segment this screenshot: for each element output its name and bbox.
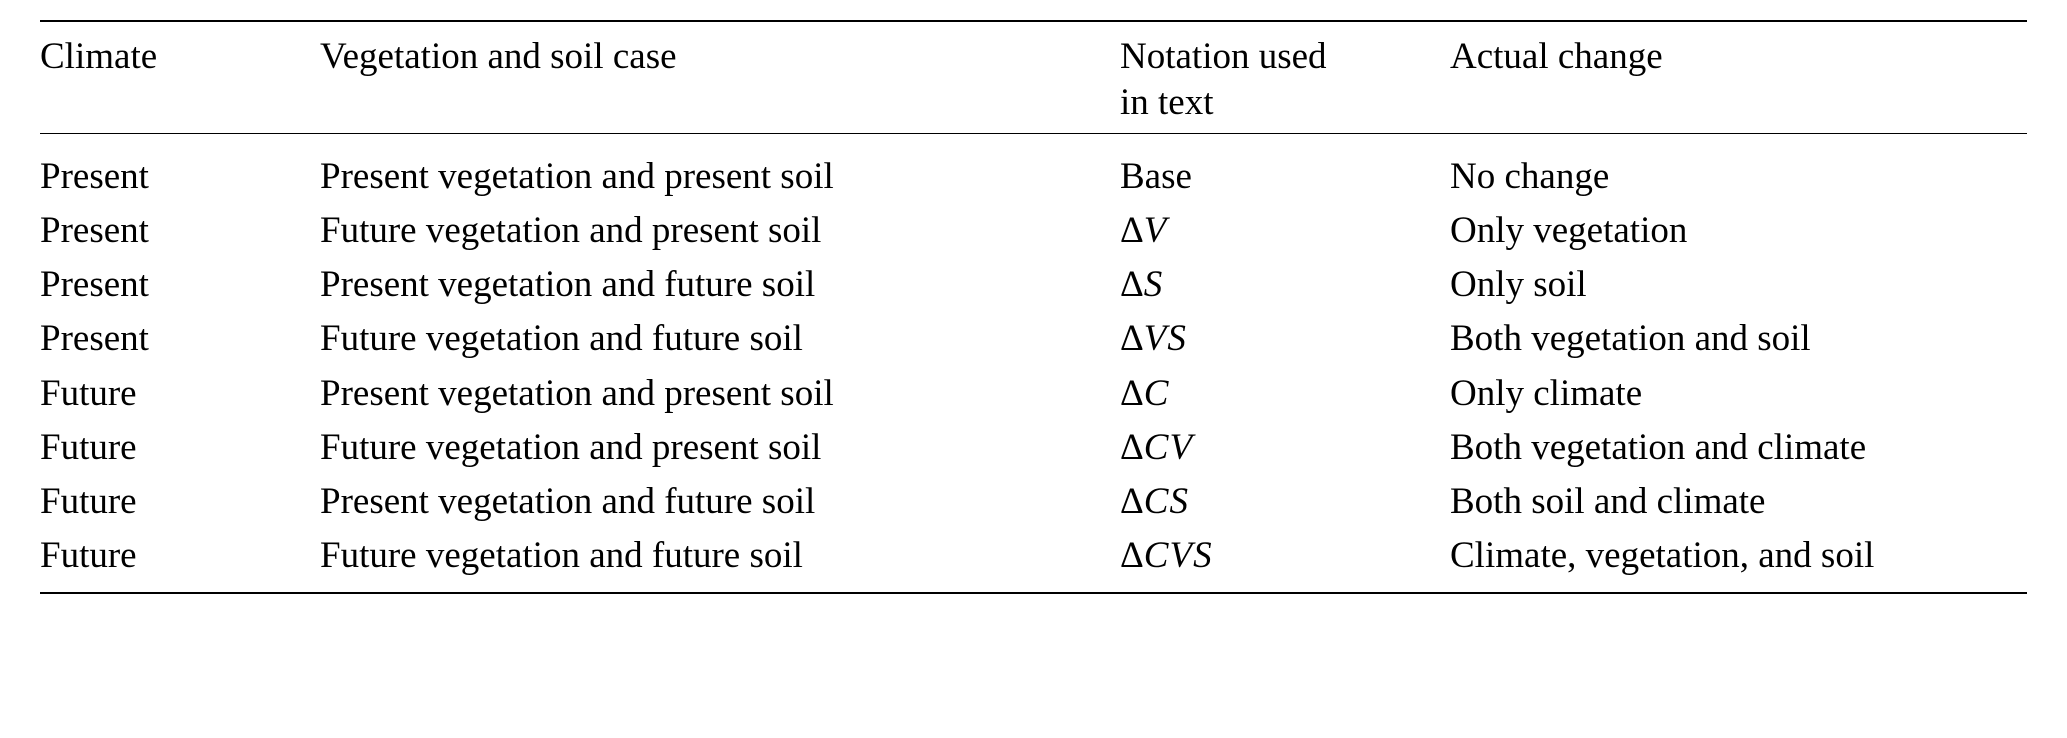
- cell-notation: ΔVS: [1120, 312, 1450, 366]
- delta-icon: Δ: [1120, 210, 1144, 251]
- cell-case: Present vegetation and future soil: [320, 258, 1120, 312]
- delta-icon: Δ: [1120, 427, 1144, 468]
- cell-climate: Future: [40, 421, 320, 475]
- cell-notation: ΔCS: [1120, 475, 1450, 529]
- cell-climate: Present: [40, 133, 320, 204]
- cell-text: Only climate: [1450, 373, 1642, 414]
- table-header-row: Climate Vegetation and soil case Notatio…: [40, 21, 2027, 133]
- cell-text: Climate, vegetation, and soil: [1450, 535, 1874, 576]
- cell-text: Future: [40, 427, 137, 468]
- cell-notation: ΔS: [1120, 258, 1450, 312]
- cell-climate: Future: [40, 475, 320, 529]
- cell-case: Present vegetation and present soil: [320, 133, 1120, 204]
- table-body: Present Present vegetation and present so…: [40, 133, 2027, 593]
- col-header-text: Climate: [40, 36, 157, 77]
- table-row: Present Future vegetation and present soi…: [40, 204, 2027, 258]
- notation-vars: C: [1144, 373, 1170, 414]
- cell-change: Only climate: [1450, 367, 2027, 421]
- cell-case: Future vegetation and future soil: [320, 529, 1120, 592]
- notation-vars: V: [1144, 210, 1168, 251]
- cell-notation: Base: [1120, 133, 1450, 204]
- table-row: Future Future vegetation and present soil…: [40, 421, 2027, 475]
- delta-icon: Δ: [1120, 373, 1144, 414]
- col-header-text: Vegetation and soil case: [320, 36, 677, 77]
- cell-text: Present: [40, 156, 149, 197]
- table-row: Present Future vegetation and future soil…: [40, 312, 2027, 366]
- cell-change: Only vegetation: [1450, 204, 2027, 258]
- cell-text: Present: [40, 264, 149, 305]
- scenarios-table: Climate Vegetation and soil case Notatio…: [40, 20, 2027, 594]
- cell-text: Both soil and climate: [1450, 481, 1765, 522]
- cell-text: No change: [1450, 156, 1609, 197]
- cell-text: Present: [40, 318, 149, 359]
- notation-vars: VS: [1144, 318, 1187, 359]
- col-header-climate: Climate: [40, 21, 320, 133]
- table-row: Present Present vegetation and future soi…: [40, 258, 2027, 312]
- cell-text: Future vegetation and future soil: [320, 318, 803, 359]
- cell-case: Future vegetation and present soil: [320, 421, 1120, 475]
- cell-text: Only vegetation: [1450, 210, 1687, 251]
- notation-vars: S: [1144, 264, 1164, 305]
- cell-change: Both soil and climate: [1450, 475, 2027, 529]
- cell-notation: ΔV: [1120, 204, 1450, 258]
- delta-icon: Δ: [1120, 318, 1144, 359]
- cell-text: Future: [40, 481, 137, 522]
- delta-icon: Δ: [1120, 481, 1144, 522]
- col-header-change: Actual change: [1450, 21, 2027, 133]
- cell-notation: ΔCVS: [1120, 529, 1450, 592]
- cell-text: Both vegetation and climate: [1450, 427, 1866, 468]
- cell-text: Future vegetation and present soil: [320, 427, 821, 468]
- col-header-text: in text: [1120, 82, 1214, 123]
- cell-change: Both vegetation and soil: [1450, 312, 2027, 366]
- notation-vars: CS: [1144, 481, 1189, 522]
- col-header-text: Actual change: [1450, 36, 1663, 77]
- cell-case: Future vegetation and future soil: [320, 312, 1120, 366]
- notation-vars: CVS: [1144, 535, 1213, 576]
- cell-change: No change: [1450, 133, 2027, 204]
- cell-notation: ΔCV: [1120, 421, 1450, 475]
- delta-icon: Δ: [1120, 535, 1144, 576]
- table-row: Future Present vegetation and future soil…: [40, 475, 2027, 529]
- cell-text: Future vegetation and present soil: [320, 210, 821, 251]
- cell-text: Present: [40, 210, 149, 251]
- col-header-notation: Notation used in text: [1120, 21, 1450, 133]
- cell-climate: Present: [40, 258, 320, 312]
- cell-text: Future: [40, 535, 137, 576]
- table-row: Future Future vegetation and future soil Δ…: [40, 529, 2027, 592]
- cell-change: Both vegetation and climate: [1450, 421, 2027, 475]
- cell-text: Present vegetation and future soil: [320, 264, 815, 305]
- cell-climate: Present: [40, 204, 320, 258]
- cell-text: Only soil: [1450, 264, 1587, 305]
- cell-text: Future: [40, 373, 137, 414]
- cell-text: Future vegetation and future soil: [320, 535, 803, 576]
- cell-text: Present vegetation and present soil: [320, 156, 834, 197]
- delta-icon: Δ: [1120, 264, 1144, 305]
- cell-change: Climate, vegetation, and soil: [1450, 529, 2027, 592]
- col-header-case: Vegetation and soil case: [320, 21, 1120, 133]
- cell-case: Present vegetation and future soil: [320, 475, 1120, 529]
- table-row: Future Present vegetation and present soi…: [40, 367, 2027, 421]
- cell-text: Present vegetation and future soil: [320, 481, 815, 522]
- cell-case: Present vegetation and present soil: [320, 367, 1120, 421]
- cell-text: Present vegetation and present soil: [320, 373, 834, 414]
- notation-plain: Base: [1120, 156, 1192, 197]
- col-header-text: Notation used: [1120, 36, 1327, 77]
- notation-vars: CV: [1144, 427, 1193, 468]
- cell-climate: Future: [40, 367, 320, 421]
- table-row: Present Present vegetation and present so…: [40, 133, 2027, 204]
- cell-change: Only soil: [1450, 258, 2027, 312]
- cell-climate: Present: [40, 312, 320, 366]
- cell-climate: Future: [40, 529, 320, 592]
- cell-case: Future vegetation and present soil: [320, 204, 1120, 258]
- cell-text: Both vegetation and soil: [1450, 318, 1811, 359]
- cell-notation: ΔC: [1120, 367, 1450, 421]
